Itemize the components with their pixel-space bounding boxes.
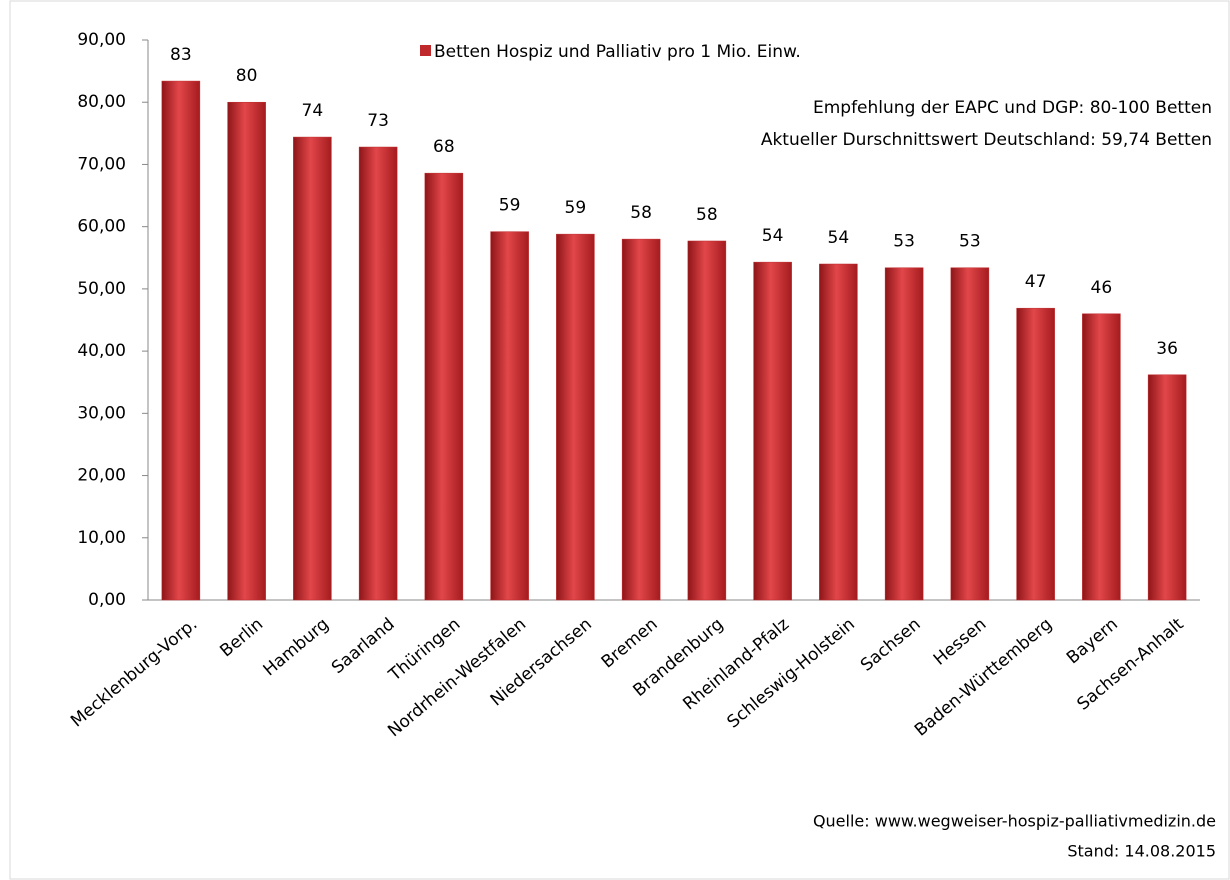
y-tick-label: 80,00 — [77, 92, 126, 112]
bar — [556, 233, 595, 601]
data-label: 47 — [1025, 272, 1047, 292]
data-label: 83 — [170, 45, 192, 65]
data-label: 74 — [302, 101, 324, 121]
annotation: Aktueller Durschnittswert Deutschland: 5… — [761, 130, 1212, 150]
legend-swatch — [420, 45, 431, 56]
data-label: 59 — [499, 196, 521, 216]
y-tick-label: 30,00 — [77, 403, 126, 423]
bar — [884, 267, 924, 601]
data-label: 46 — [1091, 278, 1113, 298]
bar — [424, 172, 464, 601]
bar — [490, 231, 529, 601]
source: Quelle: www.wegweiser-hospiz-palliativme… — [813, 812, 1216, 831]
y-tick-label: 0,00 — [88, 590, 126, 610]
data-label: 53 — [893, 232, 915, 252]
data-label: 73 — [367, 111, 389, 131]
bar — [819, 263, 858, 601]
bar — [950, 267, 990, 601]
annotation: Empfehlung der EAPC und DGP: 80-100 Bett… — [813, 98, 1212, 118]
bar — [227, 101, 266, 601]
date: Stand: 14.08.2015 — [1067, 842, 1216, 861]
data-label: 54 — [828, 228, 850, 248]
data-label: 80 — [236, 66, 258, 86]
data-label: 36 — [1156, 339, 1178, 359]
legend-label: Betten Hospiz und Palliativ pro 1 Mio. E… — [434, 42, 801, 62]
bar — [293, 136, 332, 601]
y-tick-label: 40,00 — [77, 341, 126, 361]
data-label: 58 — [696, 205, 718, 225]
bar — [1147, 374, 1187, 601]
bar — [358, 146, 398, 601]
y-tick-label: 50,00 — [77, 279, 126, 299]
y-tick-label: 70,00 — [77, 154, 126, 174]
data-label: 54 — [762, 226, 784, 246]
bar — [687, 240, 727, 601]
bar — [161, 80, 201, 601]
y-tick-label: 20,00 — [77, 466, 126, 486]
bar — [1016, 307, 1055, 601]
data-label: 53 — [959, 232, 981, 252]
data-label: 68 — [433, 137, 455, 157]
data-label: 59 — [565, 198, 587, 218]
bar — [753, 261, 792, 601]
y-tick-label: 60,00 — [77, 217, 126, 237]
bar — [621, 238, 661, 601]
data-label: 58 — [630, 203, 652, 223]
y-tick-label: 90,00 — [77, 30, 126, 50]
y-tick-label: 10,00 — [77, 528, 126, 548]
bar — [1082, 313, 1121, 601]
